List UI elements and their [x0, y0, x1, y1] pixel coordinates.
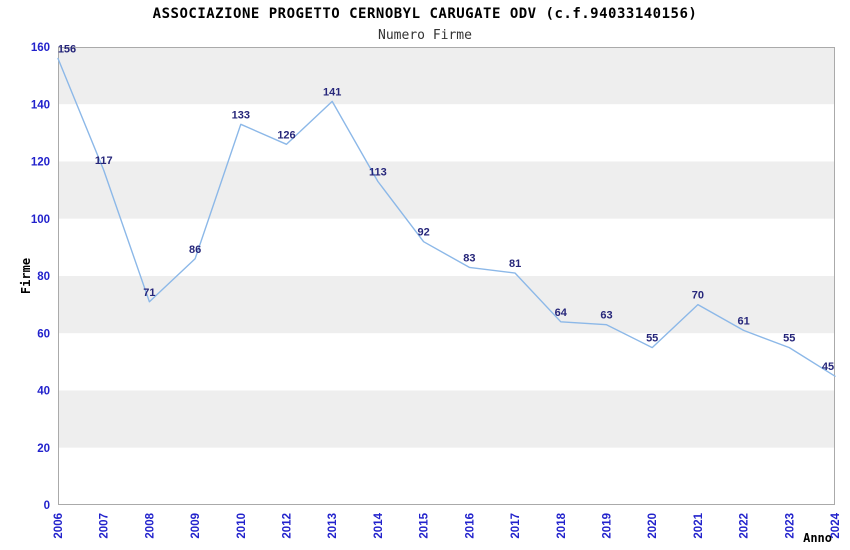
x-axis-title: Anno [803, 531, 832, 545]
x-axis-tick-label: 2015 [419, 512, 431, 538]
y-axis-tick-label: 80 [37, 271, 50, 283]
x-axis-tick-label: 2014 [373, 512, 385, 538]
data-point-label: 55 [646, 333, 658, 345]
data-point-label: 61 [737, 315, 749, 327]
x-axis-tick-label: 2019 [602, 513, 614, 539]
data-point-label: 81 [509, 258, 521, 270]
plot-band [58, 390, 835, 448]
data-point-label: 126 [277, 129, 295, 141]
data-point-label: 141 [323, 86, 341, 98]
chart-title: ASSOCIAZIONE PROGETTO CERNOBYL CARUGATE … [152, 6, 698, 22]
x-axis-tick-label: 2008 [144, 512, 156, 538]
plot-band [58, 47, 835, 105]
x-axis-tick-label: 2007 [99, 513, 111, 539]
x-axis-tick-label: 2006 [53, 513, 65, 539]
x-axis-tick-label: 2018 [556, 512, 568, 538]
y-axis-title: Firme [19, 258, 33, 294]
x-axis-tick-label: 2022 [739, 513, 751, 539]
y-axis-tick-label: 120 [31, 157, 50, 169]
y-axis-tick-label: 0 [44, 500, 50, 512]
plot-border [58, 47, 835, 505]
plot-band [58, 104, 835, 162]
data-point-label: 83 [463, 252, 475, 264]
data-point-label: 117 [95, 155, 113, 167]
data-point-label: 45 [822, 361, 834, 373]
data-point-label: 133 [232, 109, 250, 121]
x-axis-tick-label: 2009 [190, 513, 202, 539]
data-point-label: 86 [189, 244, 201, 256]
plot-band [58, 276, 835, 334]
x-axis-tick-label: 2012 [282, 513, 294, 539]
plot-band [58, 333, 835, 391]
y-axis-tick-label: 100 [31, 214, 50, 226]
data-point-label: 71 [143, 287, 155, 299]
plot-band [58, 447, 835, 506]
y-axis-tick-label: 20 [37, 443, 50, 455]
data-point-label: 55 [783, 333, 795, 345]
y-axis-tick-label: 60 [37, 328, 50, 340]
x-axis-tick-label: 2016 [464, 513, 476, 539]
x-axis-tick-label: 2013 [327, 513, 339, 539]
data-point-label: 64 [555, 307, 568, 319]
x-axis-tick-label: 2023 [784, 513, 796, 539]
data-point-label: 113 [369, 167, 387, 179]
y-axis-tick-label: 140 [31, 99, 50, 111]
x-axis-tick-label: 2021 [693, 512, 705, 538]
data-line [57, 57, 836, 377]
data-point-label: 156 [58, 44, 76, 56]
y-axis-tick-label: 40 [37, 386, 50, 398]
data-point-label: 92 [417, 227, 429, 239]
x-axis-tick-label: 2020 [647, 513, 659, 539]
y-axis-tick-label: 160 [31, 42, 50, 54]
plot-band [58, 218, 835, 277]
chart-subtitle: Numero Firme [378, 28, 472, 43]
data-point-label: 70 [692, 290, 704, 302]
plot-band [58, 161, 835, 219]
x-axis-tick-label: 2017 [510, 513, 522, 539]
x-axis-tick-label: 2024 [830, 512, 842, 538]
x-axis-tick-label: 2010 [236, 513, 248, 539]
data-point-label: 63 [600, 310, 612, 322]
